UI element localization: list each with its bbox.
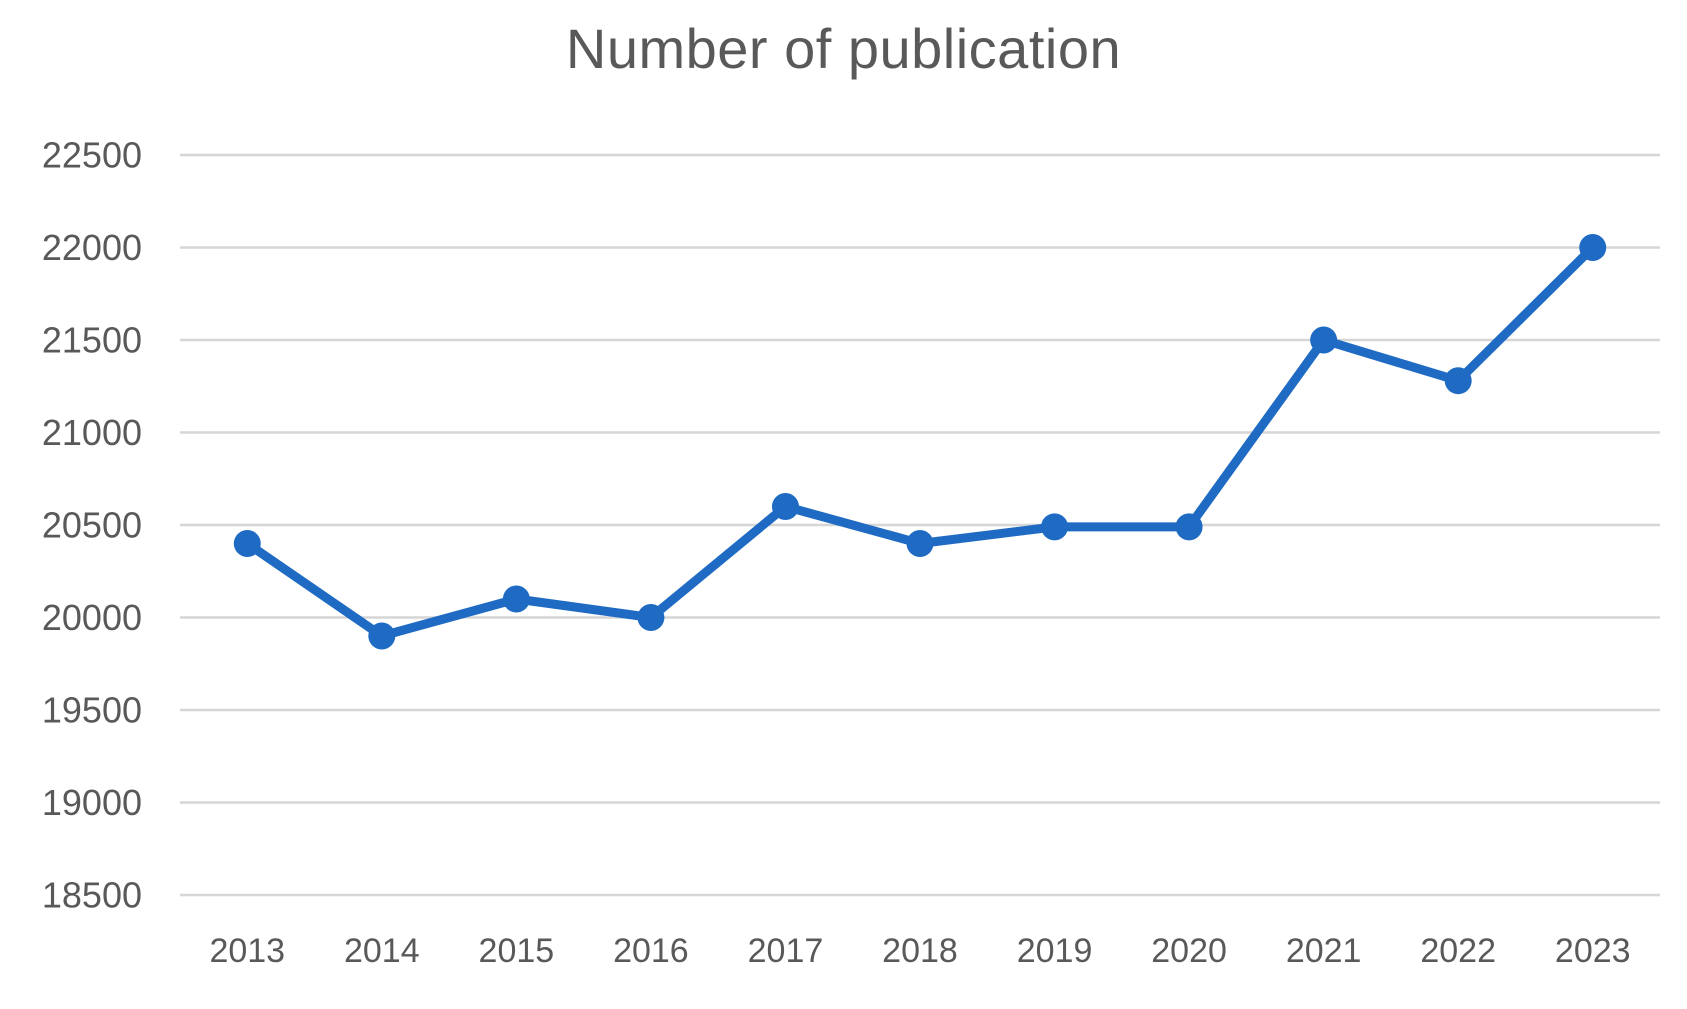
x-axis-tick-label: 2013 bbox=[209, 932, 285, 970]
y-axis-tick-label: 18500 bbox=[42, 875, 142, 916]
y-axis-tick-label: 21000 bbox=[42, 412, 142, 453]
data-point-2021 bbox=[1310, 326, 1338, 354]
y-axis-tick-label: 22500 bbox=[42, 135, 142, 176]
x-axis-tick-label: 2015 bbox=[479, 932, 555, 970]
data-point-2018 bbox=[906, 530, 934, 557]
data-point-2016 bbox=[637, 604, 665, 631]
data-point-2013 bbox=[233, 530, 261, 557]
data-point-2015 bbox=[502, 585, 530, 613]
x-axis-tick-label: 2014 bbox=[344, 932, 420, 970]
series-line bbox=[242, 243, 1598, 641]
x-axis-tick-label: 2018 bbox=[882, 932, 958, 970]
chart-title: Number of publication bbox=[565, 17, 1122, 80]
x-axis-tick-label: 2021 bbox=[1286, 932, 1362, 970]
data-point-2019 bbox=[1041, 513, 1069, 541]
x-axis-tick-label: 2023 bbox=[1555, 932, 1631, 970]
y-axis-tick-label: 19500 bbox=[42, 690, 142, 731]
x-axis-tick-label: 2019 bbox=[1017, 932, 1093, 970]
data-point-2022 bbox=[1444, 367, 1472, 395]
y-axis-tick-label: 19000 bbox=[42, 782, 142, 823]
y-axis-tick-label: 20000 bbox=[42, 597, 142, 638]
data-point-2020 bbox=[1175, 513, 1203, 541]
x-axis-tick-label: 2020 bbox=[1151, 932, 1227, 970]
x-axis-tick-label: 2016 bbox=[613, 932, 689, 970]
data-point-2017 bbox=[771, 493, 799, 520]
y-axis-tick-label: 20500 bbox=[42, 505, 142, 546]
y-axis-tick-label: 21500 bbox=[42, 320, 142, 361]
data-point-2023 bbox=[1579, 234, 1607, 261]
data-point-2014 bbox=[368, 622, 396, 650]
x-axis-tick-label: 2022 bbox=[1420, 932, 1496, 970]
y-axis-tick-label: 22000 bbox=[42, 227, 142, 268]
x-axis-tick-label: 2017 bbox=[748, 932, 824, 970]
